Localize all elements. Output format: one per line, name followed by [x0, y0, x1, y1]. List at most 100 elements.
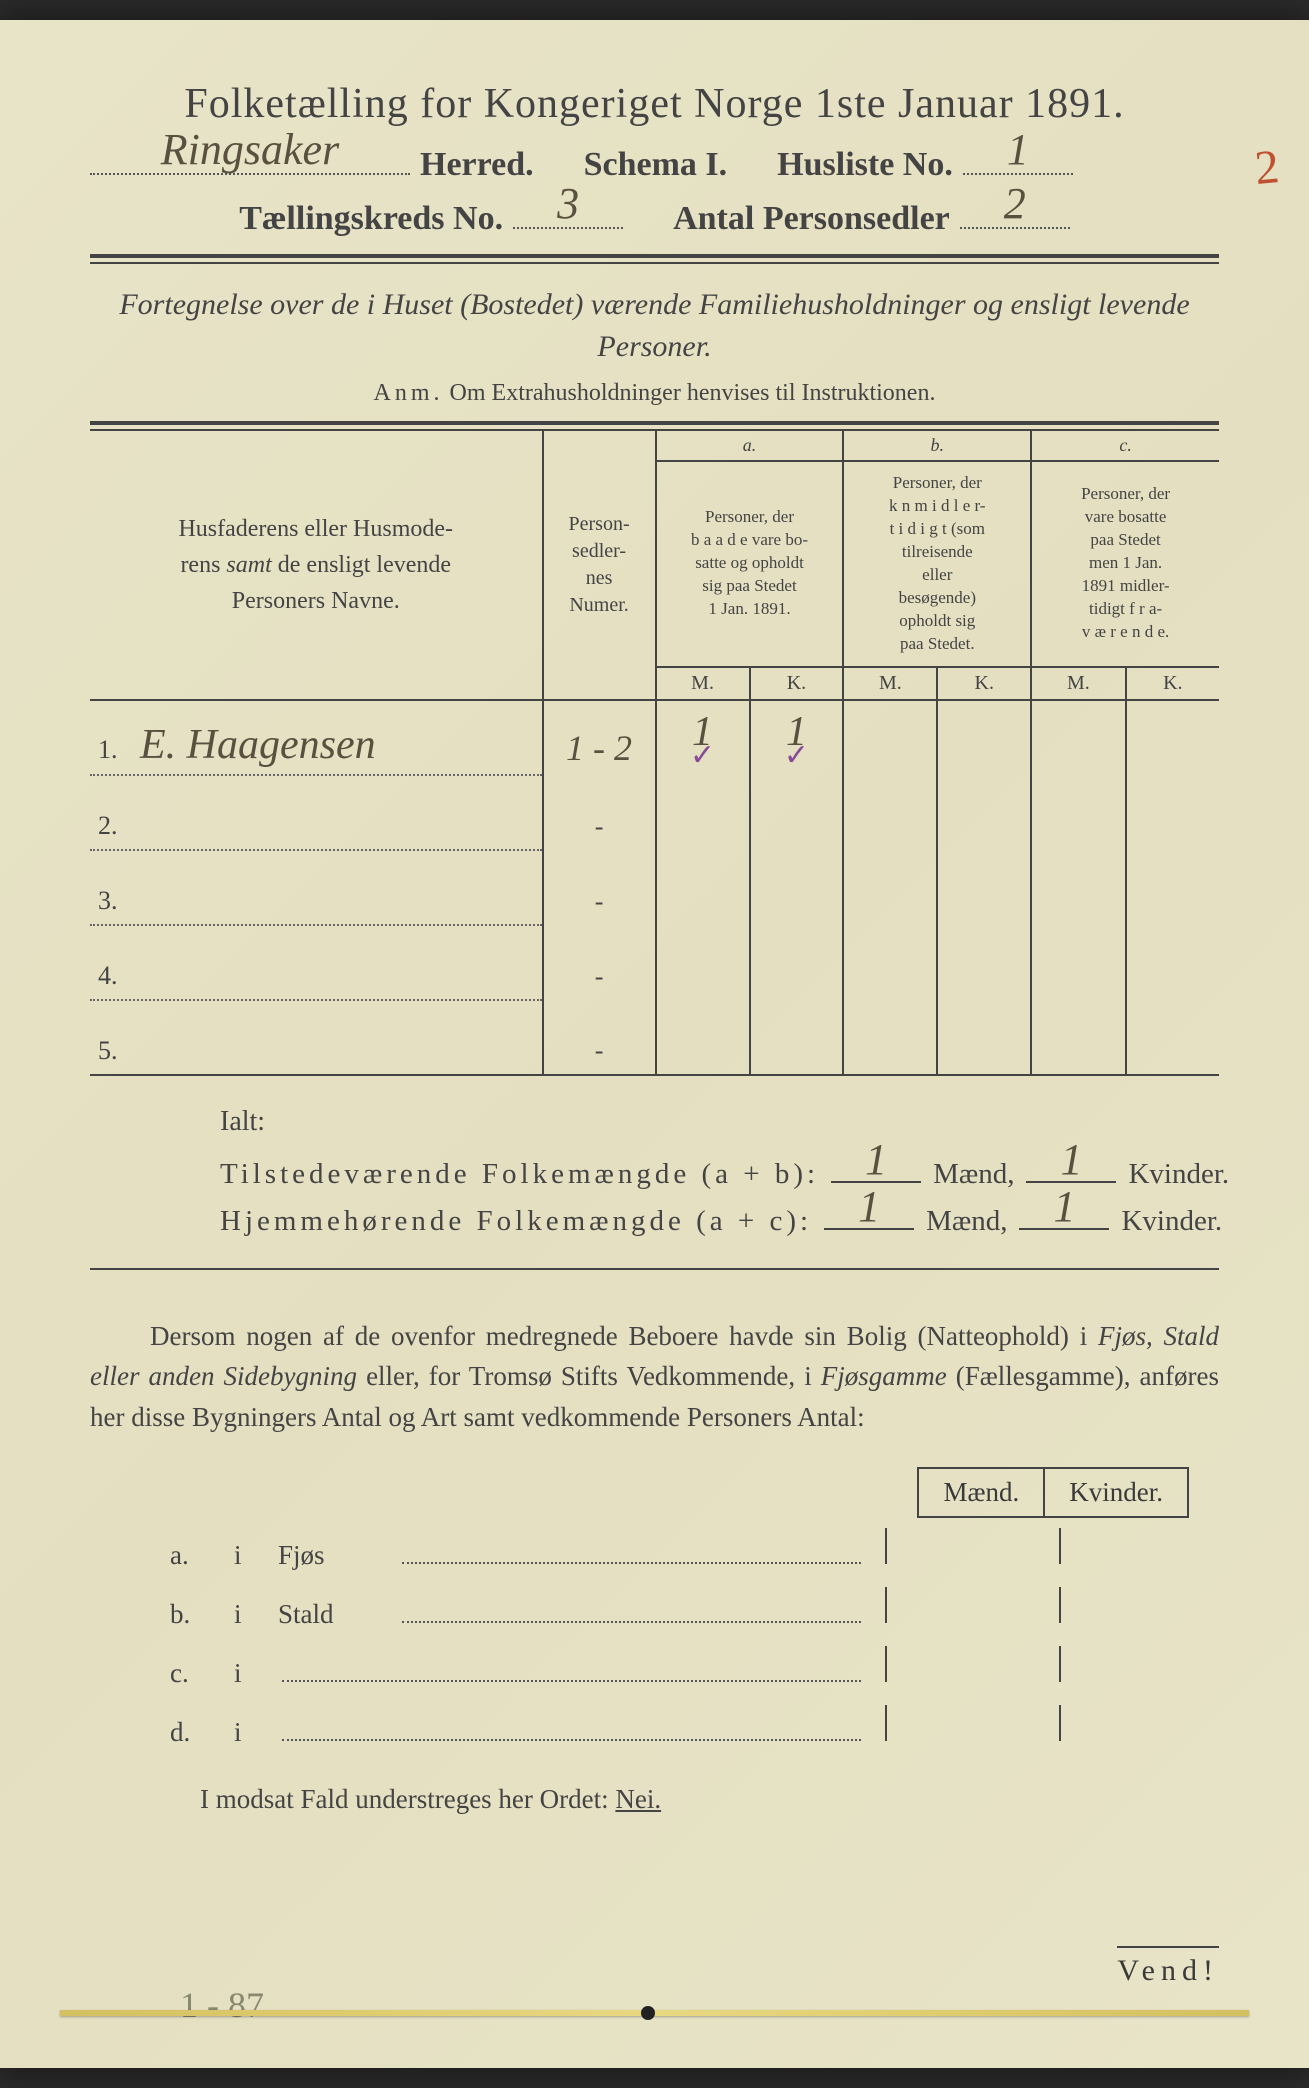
col-name-header: Husfaderens eller Husmode-rens samt de e…	[178, 516, 453, 614]
census-form-page: Folketælling for Kongeriget Norge 1ste J…	[0, 20, 1309, 2068]
kreds-label: Tællingskreds No.	[239, 200, 503, 238]
household-table: Husfaderens eller Husmode-rens samt de e…	[90, 431, 1219, 1076]
husliste-no-handwritten: 1	[1007, 124, 1029, 175]
col-c-text: Personer, dervare bosattepaa Stedetmen 1…	[1081, 484, 1170, 641]
mk-kvinder: Kvinder.	[1043, 1467, 1189, 1518]
dotted-line	[402, 1596, 861, 1623]
tick-mark: ✓	[784, 738, 809, 773]
maend-label: Mænd,	[933, 1158, 1014, 1191]
totals-row2-label: Hjemmehørende Folkemængde (a + c):	[220, 1205, 812, 1238]
col-num-header: Person-sedler-nesNumer.	[569, 513, 630, 616]
tick-mark: ✓	[690, 738, 715, 773]
antal-label: Antal Personsedler	[673, 200, 950, 238]
row-index: 2.	[98, 811, 118, 840]
mk-header: Mænd. Kvinder.	[90, 1467, 1219, 1518]
building-list: a. i Fjøs b. i Stald c. i d. i	[170, 1528, 1209, 1748]
mk-slot-m	[885, 1705, 1035, 1741]
row-name-handwritten: E. Haagensen	[140, 722, 376, 768]
form-subtitle: Fortegnelse over de i Huset (Bostedet) v…	[90, 284, 1219, 368]
list-a: a.	[170, 1540, 210, 1571]
maend-label: Mænd,	[926, 1205, 1007, 1238]
list-a: c.	[170, 1658, 210, 1689]
form-title: Folketælling for Kongeriget Norge 1ste J…	[90, 80, 1219, 128]
table-row: 2. -	[90, 775, 1219, 850]
kreds-no-handwritten: 3	[557, 178, 579, 229]
row-index: 4.	[98, 961, 118, 990]
herred-label: Herred.	[420, 146, 534, 184]
header-line-2: Tællingskreds No. 3 Antal Personsedler 2	[90, 200, 1219, 238]
row-index: 5.	[98, 1036, 118, 1065]
list-i: i	[234, 1540, 254, 1571]
total-r1-k: 1	[1060, 1134, 1082, 1185]
col-a-m: M.	[657, 668, 751, 699]
husliste-label: Husliste No.	[777, 146, 953, 184]
col-b-m: M.	[844, 668, 938, 699]
header-line-1: Ringsaker Herred. Schema I. Husliste No.…	[90, 146, 1219, 184]
binding-knot	[641, 2006, 655, 2020]
divider	[90, 254, 1219, 258]
divider	[90, 421, 1219, 425]
row-num-handwritten: 1 - 2	[566, 728, 632, 768]
mk-maend: Mænd.	[917, 1467, 1043, 1518]
table-row: 4. -	[90, 925, 1219, 1000]
dotted-line	[282, 1655, 861, 1682]
table-row: 1. E. Haagensen 1 - 2 1 ✓ 1 ✓	[90, 700, 1219, 775]
list-a: b.	[170, 1599, 210, 1630]
anm-prefix: Anm.	[374, 380, 444, 406]
red-margin-annotation: 2	[1253, 139, 1282, 196]
row-index: 3.	[98, 886, 118, 915]
mk-slot-m	[885, 1587, 1035, 1623]
nei-line: I modsat Fald understreges her Ordet: Ne…	[200, 1784, 1219, 1815]
vend-label: Vend!	[1117, 1946, 1219, 1988]
mk-slot-k	[1059, 1528, 1209, 1564]
list-a: d.	[170, 1717, 210, 1748]
antal-handwritten: 2	[1004, 178, 1026, 229]
divider	[90, 262, 1219, 264]
dotted-line	[282, 1714, 861, 1741]
col-c-m: M.	[1032, 668, 1126, 699]
col-b-k: K.	[938, 668, 1030, 699]
list-type: Fjøs	[278, 1540, 378, 1571]
schema-label: Schema I.	[584, 146, 728, 184]
row-num: -	[543, 775, 656, 850]
row-num: -	[543, 1000, 656, 1075]
totals-row-2: Hjemmehørende Folkemængde (a + c): 1 Mæn…	[220, 1205, 1219, 1238]
kvinder-label: Kvinder.	[1128, 1158, 1229, 1191]
list-item: a. i Fjøs	[170, 1528, 1209, 1571]
mk-slot-k	[1059, 1587, 1209, 1623]
divider	[90, 1268, 1219, 1270]
nei-word: Nei.	[615, 1784, 661, 1814]
col-b-text: Personer, derk n m i d l e r-t i d i g t…	[889, 473, 985, 653]
total-r1-m: 1	[865, 1134, 887, 1185]
mk-slot-m	[885, 1646, 1035, 1682]
list-item: c. i	[170, 1646, 1209, 1689]
row-index: 1.	[98, 735, 118, 764]
col-a-label: a.	[656, 431, 844, 461]
table-row: 3. -	[90, 850, 1219, 925]
dotted-line	[402, 1537, 861, 1564]
list-item: b. i Stald	[170, 1587, 1209, 1630]
table-row: 5. -	[90, 1000, 1219, 1075]
row-num: -	[543, 850, 656, 925]
col-a-text: Personer, derb a a d e vare bo-satte og …	[691, 507, 808, 618]
pencil-annotation: 1 - 87	[180, 1984, 264, 2026]
list-i: i	[234, 1717, 254, 1748]
mk-slot-m	[885, 1528, 1035, 1564]
list-i: i	[234, 1599, 254, 1630]
total-r2-m: 1	[858, 1181, 880, 1232]
kvinder-label: Kvinder.	[1121, 1205, 1222, 1238]
total-r2-k: 1	[1053, 1181, 1075, 1232]
totals-block: Ialt: Tilstedeværende Folkemængde (a + b…	[220, 1106, 1219, 1238]
anm-text: Om Extrahusholdninger henvises til Instr…	[450, 380, 936, 406]
mk-slot-k	[1059, 1646, 1209, 1682]
col-a-k: K.	[751, 668, 843, 699]
list-item: d. i	[170, 1705, 1209, 1748]
col-c-label: c.	[1031, 431, 1219, 461]
anm-line: Anm. Om Extrahusholdninger henvises til …	[90, 380, 1219, 407]
col-c-k: K.	[1127, 668, 1219, 699]
col-b-label: b.	[843, 431, 1031, 461]
body-paragraph: Dersom nogen af de ovenfor medregnede Be…	[90, 1316, 1219, 1438]
list-i: i	[234, 1658, 254, 1689]
list-type: Stald	[278, 1599, 378, 1630]
mk-slot-k	[1059, 1705, 1209, 1741]
